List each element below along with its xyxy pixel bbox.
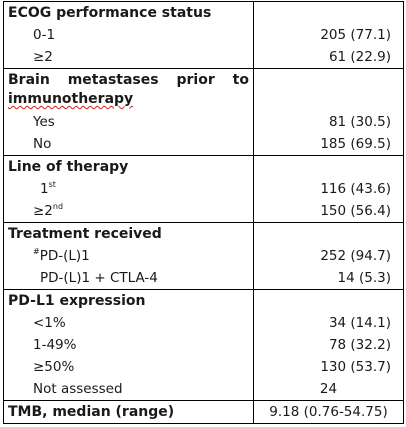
row-label: PD-(L)1 + CTLA-4 xyxy=(3,267,254,290)
row-value: 252 (94.7) xyxy=(253,245,404,267)
row-value: 9.18 (0.76-54.75) xyxy=(253,400,404,424)
footnote-marker: # xyxy=(33,247,40,256)
table-row: ECOG performance status xyxy=(3,1,404,24)
row-value: 24 xyxy=(253,378,404,401)
row-label: <1% xyxy=(3,312,254,334)
row-value: 130 (53.7) xyxy=(253,356,404,378)
row-label: ≥2nd xyxy=(3,200,254,223)
label-text: ≥2 xyxy=(33,203,53,219)
row-label: Yes xyxy=(3,111,254,133)
section-header-tmb: TMB, median (range) xyxy=(3,400,254,424)
section-header-brain: Brain metastases prior to immunotherapy xyxy=(3,68,254,111)
table-row: Treatment received xyxy=(3,222,404,245)
row-value: 185 (69.5) xyxy=(253,133,404,156)
header-word: Brain xyxy=(8,72,50,88)
row-label: No xyxy=(3,133,254,156)
row-label: 1st xyxy=(3,178,254,200)
table-row: TMB, median (range) 9.18 (0.76-54.75) xyxy=(3,400,404,424)
row-value: 205 (77.1) xyxy=(253,24,404,46)
label-text: PD-(L)1 xyxy=(39,248,90,264)
row-label: #PD-(L)1 xyxy=(3,245,254,267)
row-label: ≥50% xyxy=(3,356,254,378)
row-value: 34 (14.1) xyxy=(253,312,404,334)
empty-cell xyxy=(253,155,404,178)
section-header-treatment: Treatment received xyxy=(3,222,254,245)
table-row: <1% 34 (14.1) xyxy=(3,312,404,334)
table-row: ≥2nd 150 (56.4) xyxy=(3,200,404,223)
empty-cell xyxy=(253,222,404,245)
table-row: ≥2 61 (22.9) xyxy=(3,46,404,69)
table-row: Line of therapy xyxy=(3,155,404,178)
header-line-1: Brain metastases prior to xyxy=(8,71,249,90)
row-label: ≥2 xyxy=(3,46,254,69)
superscript: nd xyxy=(52,202,64,211)
characteristics-table: ECOG performance status 0-1 205 (77.1) ≥… xyxy=(3,1,404,424)
table-row: Yes 81 (30.5) xyxy=(3,111,404,133)
row-label: 1-49% xyxy=(3,334,254,356)
table-row: PD-L1 expression xyxy=(3,289,404,312)
section-header-pdl1: PD-L1 expression xyxy=(3,289,254,312)
table-row: 0-1 205 (77.1) xyxy=(3,24,404,46)
table-row: No 185 (69.5) xyxy=(3,133,404,156)
table-row: ≥50% 130 (53.7) xyxy=(3,356,404,378)
row-value: 78 (32.2) xyxy=(253,334,404,356)
header-word: prior xyxy=(176,72,215,88)
row-label: 0-1 xyxy=(3,24,254,46)
row-value: 81 (30.5) xyxy=(253,111,404,133)
superscript: st xyxy=(48,180,56,189)
header-word: metastases xyxy=(67,72,159,88)
empty-cell xyxy=(253,68,404,111)
table-row: #PD-(L)1 252 (94.7) xyxy=(3,245,404,267)
table-row: Brain metastases prior to immunotherapy xyxy=(3,68,404,111)
label-text: 1 xyxy=(40,181,49,197)
table-row: 1st 116 (43.6) xyxy=(3,178,404,200)
row-value: 116 (43.6) xyxy=(253,178,404,200)
row-value: 61 (22.9) xyxy=(253,46,404,69)
table-row: PD-(L)1 + CTLA-4 14 (5.3) xyxy=(3,267,404,290)
empty-cell xyxy=(253,1,404,24)
table-row: 1-49% 78 (32.2) xyxy=(3,334,404,356)
header-line-2: immunotherapy xyxy=(8,91,134,107)
section-header-ecog: ECOG performance status xyxy=(3,1,254,24)
empty-cell xyxy=(253,289,404,312)
row-label: Not assessed xyxy=(3,378,254,401)
row-value: 14 (5.3) xyxy=(253,267,404,290)
table-row: Not assessed 24 xyxy=(3,378,404,401)
section-header-line: Line of therapy xyxy=(3,155,254,178)
row-value: 150 (56.4) xyxy=(253,200,404,223)
header-word: to xyxy=(232,72,249,88)
